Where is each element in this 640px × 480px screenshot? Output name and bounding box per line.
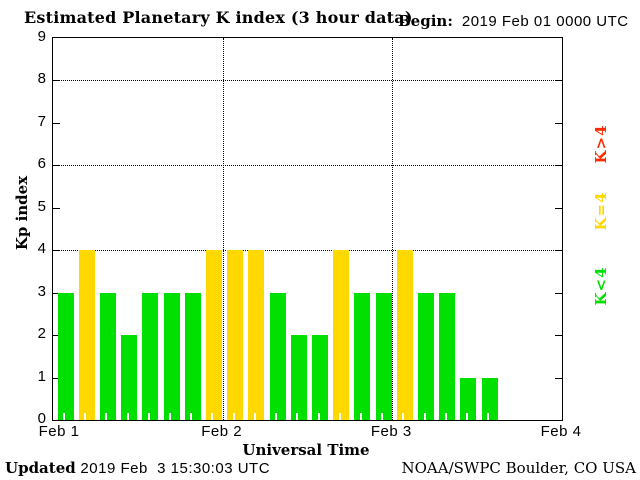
hour-tick	[169, 413, 172, 420]
y-tick-right-2	[555, 335, 562, 337]
hour-tick	[444, 413, 447, 420]
y-tick-label-9: 9	[37, 28, 46, 45]
begin-timestamp: Begin: 2019 Feb 01 0000 UTC	[398, 12, 629, 30]
x-tick-label-4: Feb 4	[540, 423, 582, 440]
kp-bar	[248, 250, 265, 420]
kp-bar	[57, 292, 74, 420]
x-tick-label-2: Feb 2	[201, 423, 243, 440]
kp-bar	[78, 250, 95, 420]
kp-bar	[121, 335, 138, 420]
y-tick-label-8: 8	[37, 70, 46, 88]
y-tick-right-1	[555, 377, 562, 379]
y-tick-left-7	[53, 122, 60, 124]
hour-tick	[487, 413, 490, 420]
gridline-y-4	[53, 250, 562, 252]
y-tick-label-7: 7	[37, 112, 46, 130]
hour-tick	[275, 413, 278, 420]
x-tick-label-3: Feb 3	[370, 423, 412, 440]
hour-tick	[381, 413, 384, 420]
hour-tick	[465, 413, 468, 420]
y-tick-right-3	[555, 292, 562, 294]
kp-bar	[396, 250, 413, 420]
updated-value: 2019 Feb 3 15:30:03 UTC	[75, 460, 271, 477]
y-tick-left-3	[53, 292, 60, 294]
kp-bar	[227, 250, 244, 420]
legend-item: K>4	[592, 124, 610, 164]
kp-bar	[163, 292, 180, 420]
kp-bar	[439, 292, 456, 420]
legend-item: K<4	[592, 266, 610, 306]
y-tick-label-3: 3	[37, 282, 46, 300]
kp-bar	[460, 377, 477, 420]
hour-tick	[105, 413, 108, 420]
hour-tick	[211, 413, 214, 420]
begin-value: 2019 Feb 01 0000 UTC	[461, 13, 629, 30]
hour-tick	[317, 413, 320, 420]
kp-bar	[418, 292, 435, 420]
hour-tick	[253, 413, 256, 420]
y-tick-right-5	[555, 207, 562, 209]
source-credit: NOAA/SWPC Boulder, CO USA	[401, 459, 636, 477]
hour-tick	[296, 413, 299, 420]
gridline-y-6	[53, 165, 562, 167]
y-tick-right-8	[555, 80, 562, 82]
gridline-day-2	[392, 38, 394, 420]
kp-bar	[333, 250, 350, 420]
hour-tick	[147, 413, 150, 420]
kp-bar	[290, 335, 307, 420]
x-tick-label-1: Feb 1	[38, 423, 80, 440]
kp-bar	[99, 292, 116, 420]
y-tick-left-5	[53, 207, 60, 209]
hour-tick	[359, 413, 362, 420]
x-axis-title: Universal Time	[242, 441, 370, 459]
gridline-y-8	[53, 80, 562, 82]
hour-tick	[338, 413, 341, 420]
hour-tick	[126, 413, 129, 420]
y-tick-left-8	[53, 80, 60, 82]
hour-tick	[232, 413, 235, 420]
kp-bar	[269, 292, 286, 420]
updated-label: Updated	[5, 459, 76, 477]
chart-title: Estimated Planetary K index (3 hour data…	[24, 8, 413, 27]
y-tick-label-1: 1	[37, 367, 46, 385]
plot-area	[52, 37, 563, 421]
kp-bar	[312, 335, 328, 420]
kp-bar	[142, 292, 159, 420]
kp-bar	[375, 292, 392, 420]
y-tick-left-1	[53, 377, 60, 379]
y-tick-right-4	[555, 250, 562, 252]
hour-tick	[190, 413, 193, 420]
updated-timestamp: Updated 2019 Feb 3 15:30:03 UTC	[5, 459, 270, 477]
hour-tick	[84, 413, 87, 420]
legend-item: K=4	[592, 191, 610, 231]
y-tick-right-7	[555, 122, 562, 124]
kp-bar	[481, 377, 498, 420]
y-tick-label-6: 6	[37, 155, 46, 173]
y-tick-label-4: 4	[37, 240, 46, 258]
y-tick-label-0: 0	[37, 410, 46, 427]
begin-label: Begin:	[398, 12, 453, 30]
hour-tick	[423, 413, 426, 420]
hour-tick	[63, 413, 65, 420]
kp-bar	[354, 292, 371, 420]
y-tick-label-2: 2	[37, 325, 46, 343]
hour-tick	[402, 413, 405, 420]
y-tick-right-6	[555, 165, 562, 167]
kp-bar	[184, 292, 201, 420]
y-tick-left-4	[53, 250, 60, 252]
kp-bar	[205, 250, 222, 420]
y-tick-label-5: 5	[37, 197, 46, 215]
y-tick-left-6	[53, 165, 60, 167]
y-tick-left-2	[53, 335, 60, 337]
gridline-day-1	[222, 38, 224, 420]
